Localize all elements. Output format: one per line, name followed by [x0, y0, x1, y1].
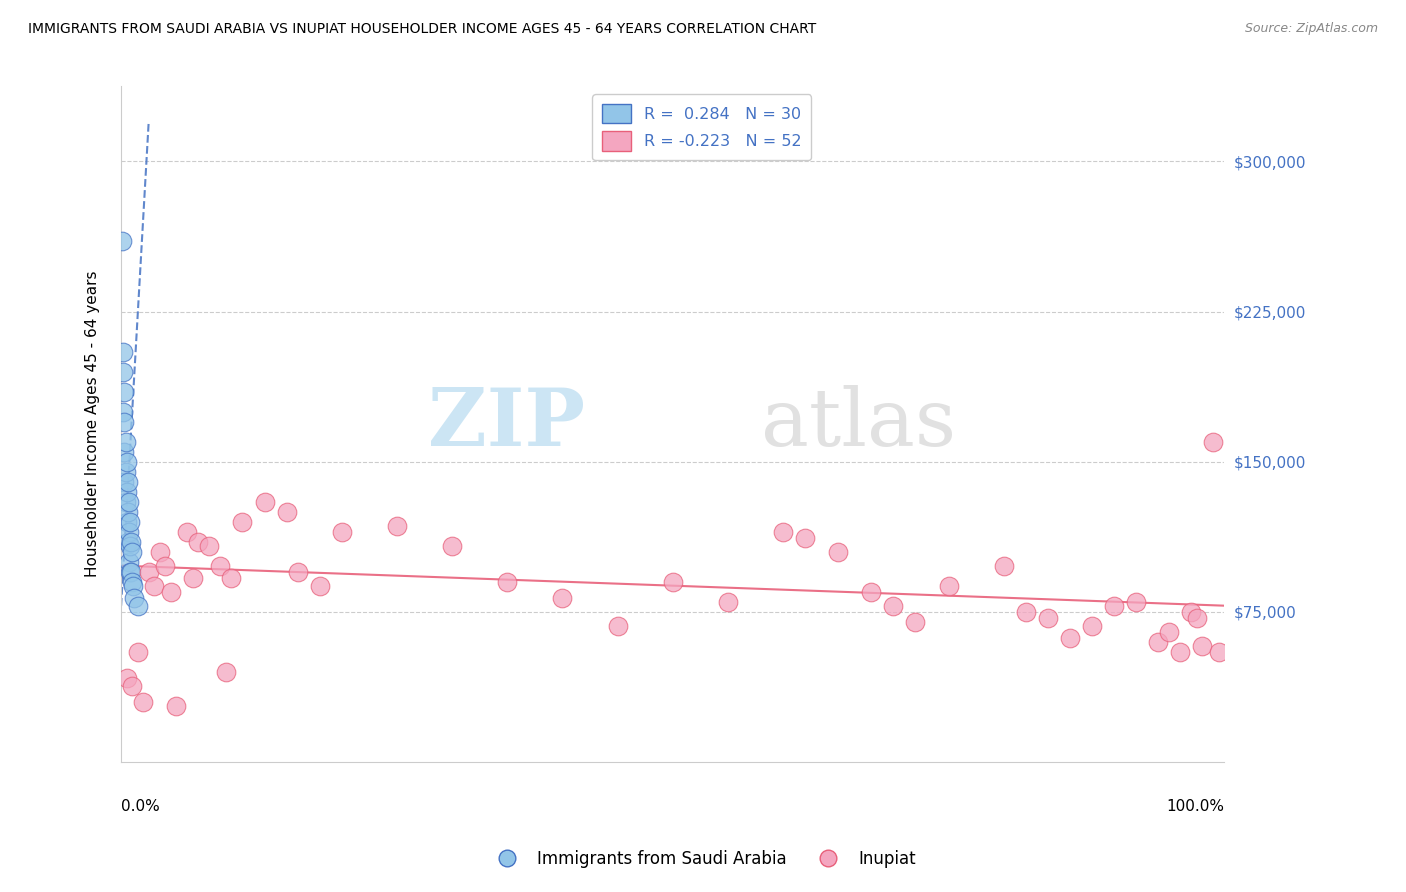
Text: 0.0%: 0.0% [121, 799, 160, 814]
Point [993, 558, 1015, 573]
Point [794, 531, 817, 545]
Point [221, 571, 243, 585]
Point [159, 584, 181, 599]
Point [253, 494, 276, 508]
Point [118, 555, 141, 569]
Point [115, 454, 138, 468]
Text: Source: ZipAtlas.com: Source: ZipAtlas.com [1244, 22, 1378, 36]
Point [1081, 618, 1104, 632]
Point [118, 494, 141, 508]
Point [496, 574, 519, 589]
Point [198, 539, 221, 553]
Point [143, 579, 166, 593]
Point [385, 518, 408, 533]
Point [1185, 610, 1208, 624]
Point [231, 515, 253, 529]
Point [121, 679, 143, 693]
Point [124, 591, 146, 605]
Point [118, 524, 141, 539]
Point [904, 615, 927, 629]
Point [209, 558, 232, 573]
Point [127, 599, 149, 613]
Point [1202, 434, 1225, 449]
Point [1180, 605, 1202, 619]
Point [112, 404, 135, 418]
Point [114, 434, 136, 449]
Point [117, 534, 139, 549]
Point [114, 465, 136, 479]
Point [115, 484, 138, 499]
Point [165, 698, 187, 713]
Point [1208, 645, 1230, 659]
Point [115, 671, 138, 685]
Point [120, 565, 142, 579]
Point [115, 515, 138, 529]
Point [1147, 634, 1170, 648]
Point [112, 344, 135, 359]
Point [114, 475, 136, 489]
Y-axis label: Householder Income Ages 45 - 64 years: Householder Income Ages 45 - 64 years [86, 271, 100, 577]
Point [772, 524, 794, 539]
Text: IMMIGRANTS FROM SAUDI ARABIA VS INUPIAT HOUSEHOLDER INCOME AGES 45 - 64 YEARS CO: IMMIGRANTS FROM SAUDI ARABIA VS INUPIAT … [28, 22, 817, 37]
Point [118, 565, 141, 579]
Point [1159, 624, 1181, 639]
Point [287, 565, 309, 579]
Point [118, 515, 141, 529]
Point [441, 539, 464, 553]
Point [111, 235, 134, 249]
Point [1036, 610, 1059, 624]
Point [187, 534, 209, 549]
Point [127, 645, 149, 659]
Point [114, 494, 136, 508]
Point [176, 524, 198, 539]
Point [662, 574, 685, 589]
Point [827, 544, 849, 558]
Point [181, 571, 204, 585]
Legend: R =  0.284   N = 30, R = -0.223   N = 52: R = 0.284 N = 30, R = -0.223 N = 52 [592, 95, 811, 161]
Point [121, 544, 143, 558]
Point [1168, 645, 1191, 659]
Point [276, 505, 298, 519]
Point [882, 599, 904, 613]
Text: 100.0%: 100.0% [1167, 799, 1225, 814]
Text: atlas: atlas [761, 385, 956, 463]
Point [114, 415, 136, 429]
Point [308, 579, 330, 593]
Point [121, 574, 143, 589]
Point [551, 591, 574, 605]
Point [860, 584, 883, 599]
Point [606, 618, 628, 632]
Point [114, 384, 136, 399]
Point [1191, 639, 1213, 653]
Point [122, 579, 145, 593]
Point [120, 534, 142, 549]
Point [132, 695, 155, 709]
Point [114, 444, 136, 458]
Point [215, 665, 238, 679]
Point [117, 475, 139, 489]
Text: ZIP: ZIP [427, 385, 585, 463]
Point [1102, 599, 1125, 613]
Point [138, 565, 160, 579]
Point [1059, 631, 1081, 645]
Point [717, 595, 740, 609]
Point [1125, 595, 1147, 609]
Point [938, 579, 960, 593]
Point [330, 524, 353, 539]
Point [112, 365, 135, 379]
Point [149, 544, 172, 558]
Point [117, 505, 139, 519]
Legend: Immigrants from Saudi Arabia, Inupiat: Immigrants from Saudi Arabia, Inupiat [484, 844, 922, 875]
Point [1015, 605, 1038, 619]
Point [155, 558, 177, 573]
Point [118, 539, 141, 553]
